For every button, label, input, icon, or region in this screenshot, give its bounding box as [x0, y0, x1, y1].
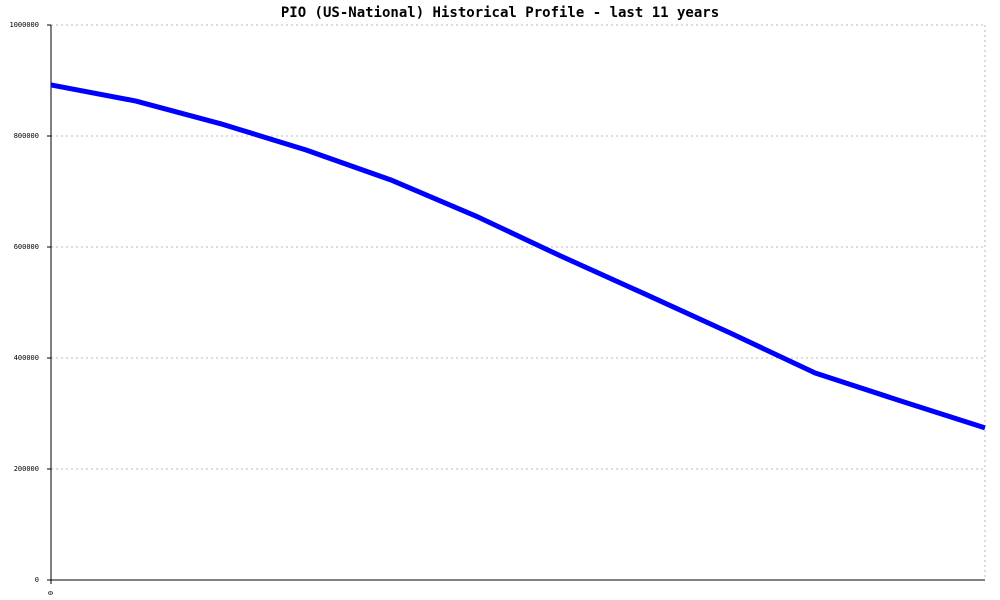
data-line: [50, 82, 986, 431]
y-tick-label: 800000: [14, 132, 39, 140]
chart-title: PIO (US-National) Historical Profile - l…: [281, 5, 719, 21]
y-tick-label: 400000: [14, 354, 39, 362]
y-tick-label: 1000000: [9, 21, 39, 29]
y-tick-label: 0: [35, 576, 39, 584]
y-tick-label: 600000: [14, 243, 39, 251]
y-tick-label: 200000: [14, 465, 39, 473]
x-tick-label: 0: [47, 591, 55, 595]
